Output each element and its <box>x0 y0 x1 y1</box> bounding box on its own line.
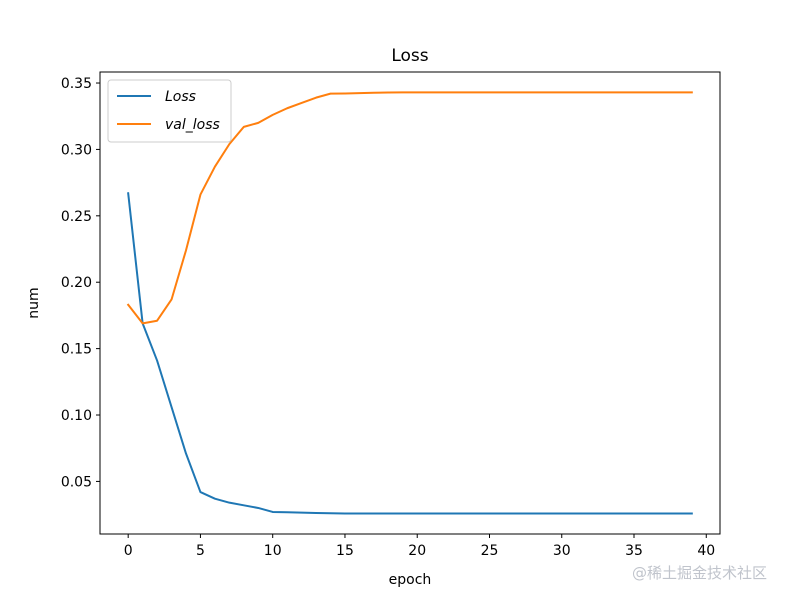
y-axis-label: num <box>26 287 42 318</box>
watermark: @稀土掘金技术社区 <box>632 564 768 582</box>
x-tick-label: 15 <box>336 543 354 559</box>
x-tick-label: 20 <box>408 543 426 559</box>
legend-label-val-loss: val_loss <box>165 117 220 133</box>
x-axis-label: epoch <box>389 572 432 588</box>
x-tick-label: 0 <box>124 543 133 559</box>
axes-layer: 0 5 10 15 20 25 30 35 40 0.05 0.10 0.15 0.20 0.25 0.30… <box>61 76 715 559</box>
series-line-val-loss <box>126 91 693 325</box>
series-layer <box>126 91 693 515</box>
legend-label-loss: Loss <box>165 89 196 105</box>
y-tick-label: 0.10 <box>61 408 92 424</box>
plot-frame <box>99 71 721 535</box>
legend: Loss val_loss <box>107 79 232 143</box>
y-tick-label: 0.20 <box>61 275 92 291</box>
x-tick-label: 5 <box>196 543 205 559</box>
series-line-loss <box>127 192 693 515</box>
x-tick-label: 25 <box>481 543 499 559</box>
y-tick-label: 0.05 <box>61 474 92 490</box>
x-tick-label: 30 <box>553 543 571 559</box>
y-tick-label: 0.25 <box>61 209 92 225</box>
x-tick-label: 10 <box>264 543 282 559</box>
x-tick-label: 40 <box>697 543 715 559</box>
chart-title: Loss <box>391 46 428 66</box>
y-tick-label: 0.30 <box>61 142 92 158</box>
x-tick-label: 35 <box>625 543 643 559</box>
y-tick-label: 0.35 <box>61 76 92 92</box>
y-tick-label: 0.15 <box>61 342 92 358</box>
